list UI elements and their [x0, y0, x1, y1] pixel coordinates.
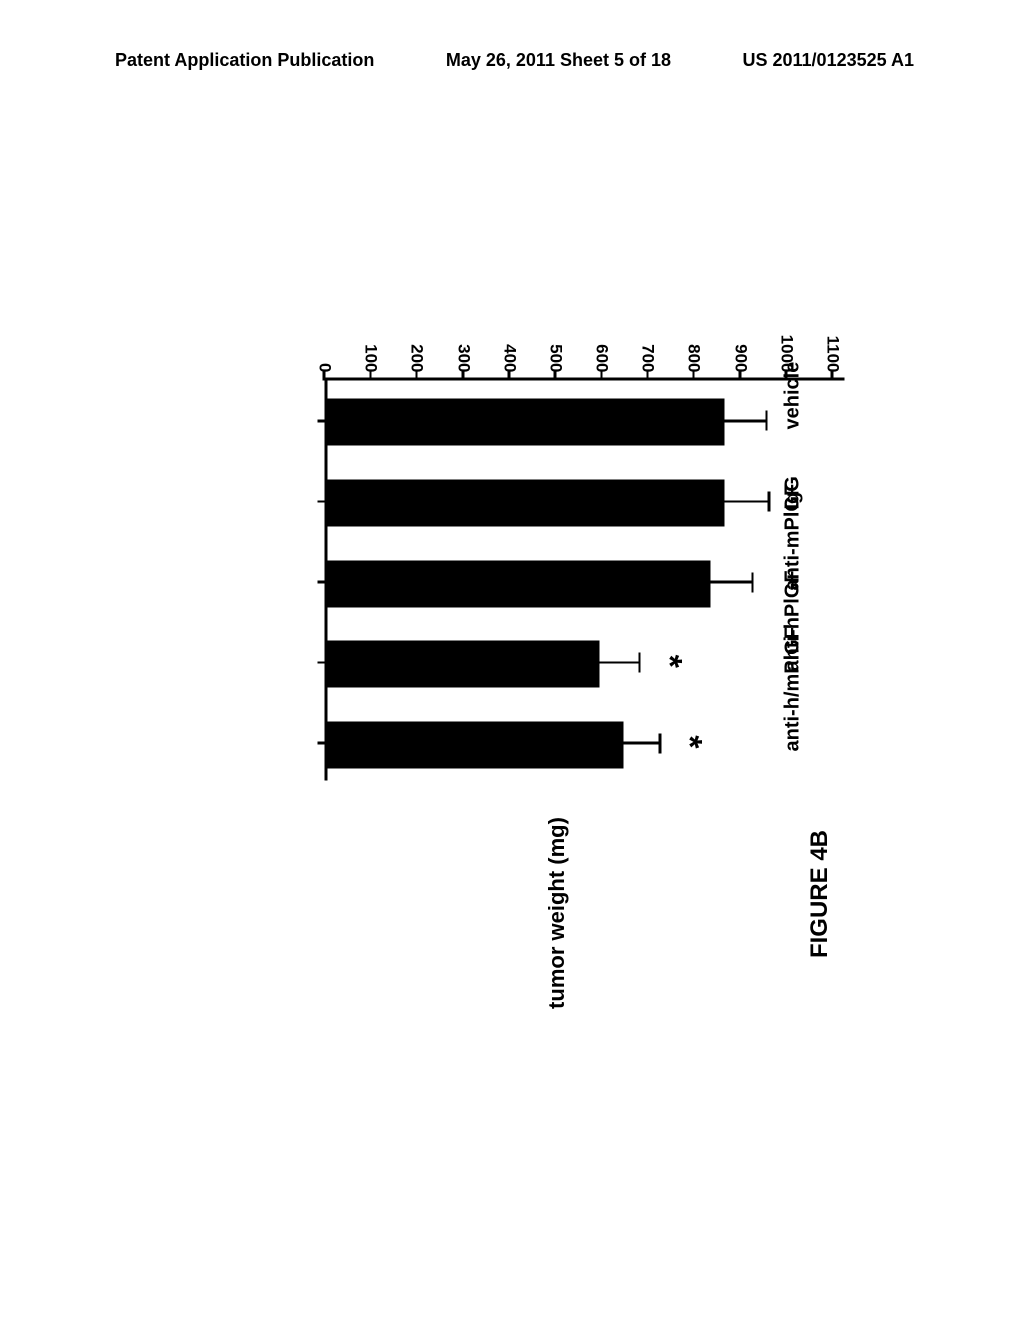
- significance-marker: *: [649, 655, 688, 668]
- bar-fill: [328, 721, 624, 768]
- bar-anti-h-mplgf: [328, 718, 624, 768]
- error-cap: [751, 572, 754, 592]
- y-tick-label: 100: [361, 344, 381, 372]
- error-bar: [725, 500, 769, 503]
- significance-marker: *: [670, 735, 709, 748]
- bar-anti-mplgf: [328, 557, 711, 607]
- y-tick-label: 800: [684, 344, 704, 372]
- y-tick-label: 700: [638, 344, 658, 372]
- category-tick: [318, 661, 328, 664]
- bar-fill: [328, 641, 600, 688]
- bar-vehicle: [328, 396, 725, 446]
- error-bar: [711, 581, 753, 584]
- y-tick-label: 300: [453, 344, 473, 372]
- error-bar: [600, 661, 639, 664]
- y-tick-label: 600: [592, 344, 612, 372]
- bar-fill: [328, 479, 725, 526]
- y-tick-label: 400: [499, 344, 519, 372]
- header-center: May 26, 2011 Sheet 5 of 18: [446, 50, 671, 71]
- error-bar: [623, 742, 660, 745]
- error-cap: [765, 411, 768, 431]
- header-left: Patent Application Publication: [115, 50, 374, 71]
- page-header: Patent Application Publication May 26, 2…: [0, 50, 1024, 71]
- category-tick: [318, 581, 328, 584]
- bar-anti-hplgf: [328, 638, 600, 688]
- category-label: vehicle: [782, 361, 805, 429]
- y-tick-label: 500: [545, 344, 565, 372]
- y-tick-label: 1100: [823, 336, 843, 373]
- chart: 010020030040050060070080090010001100** t…: [295, 325, 780, 920]
- plot-area: 010020030040050060070080090010001100**: [325, 378, 833, 781]
- y-tick-label: 200: [407, 344, 427, 372]
- header-right: US 2011/0123525 A1: [743, 50, 914, 71]
- category-tick: [318, 742, 328, 745]
- figure-label: FIGURE 4B: [806, 814, 834, 974]
- category-tick: [318, 420, 328, 423]
- category-tick: [318, 500, 328, 503]
- error-bar: [725, 420, 767, 423]
- y-axis-title: tumor weight (mg): [544, 813, 570, 1013]
- y-tick-label: 900: [730, 344, 750, 372]
- bar-igg: [328, 476, 725, 526]
- error-cap: [638, 653, 641, 673]
- bar-fill: [328, 399, 725, 446]
- error-cap: [659, 733, 662, 753]
- y-tick-label: 0: [315, 363, 335, 372]
- error-cap: [768, 491, 771, 511]
- bar-fill: [328, 560, 711, 607]
- category-label: anti-h/mPlGF: [782, 627, 805, 751]
